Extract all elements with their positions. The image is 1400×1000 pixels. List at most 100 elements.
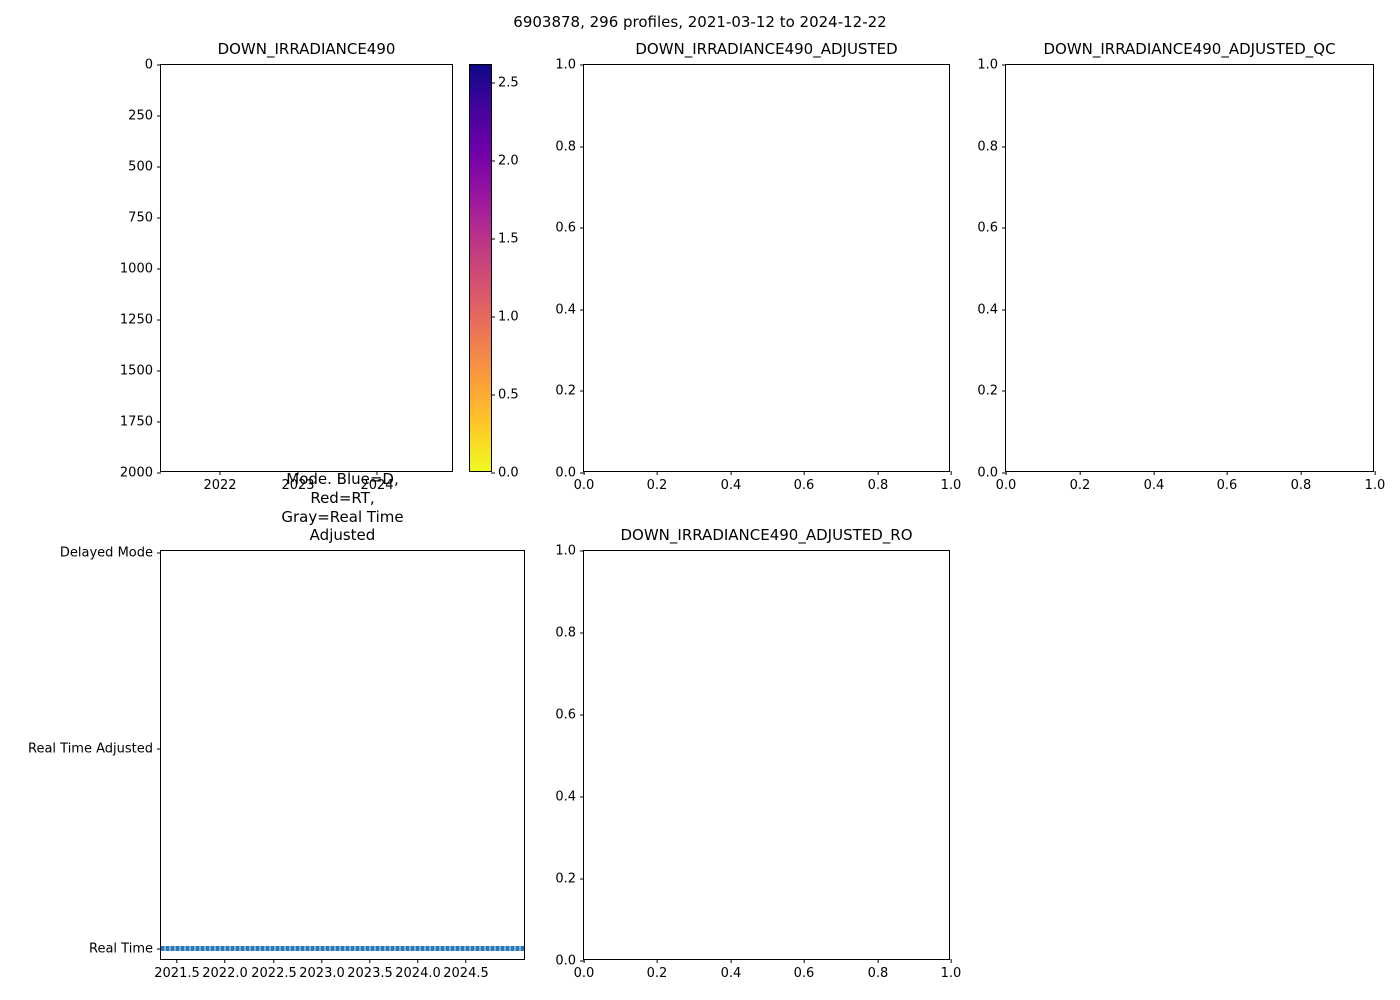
x-tick-label: 0.8 [867,966,889,981]
tick-mark [950,471,952,475]
plot-title: DOWN_IRRADIANCE490 [217,40,396,59]
plot-down-irradiance490-adjusted-ro: DOWN_IRRADIANCE490_ADJUSTED_RO 1.0 0.8 0… [555,526,961,981]
tick-mark [219,471,221,475]
y-tick: 1.0 [555,58,584,73]
y-tick: 0.0 [555,466,584,481]
y-tick: 0.8 [977,140,1006,155]
x-tick-label: 0.4 [720,966,742,981]
x-tick-label: 0.2 [1069,478,1091,493]
y-tick: 0 [145,58,161,73]
x-tick-label: 0.2 [646,966,668,981]
colorbar-tick-label: 1.0 [498,309,519,325]
tick-mark [1153,471,1155,475]
y-tick-label: 0.6 [977,220,998,236]
tick-mark [580,472,584,474]
x-tick: 2022.0 [202,959,248,981]
tick-mark [580,550,584,552]
tick-mark [157,948,161,950]
plot-title: DOWN_IRRADIANCE490_ADJUSTED_RO [620,526,913,545]
x-tick: 2023.5 [347,959,393,981]
x-tick: 2023.0 [299,959,345,981]
y-tick-label: 0.0 [555,465,576,481]
x-tick: 0.8 [1291,471,1311,493]
colorbar-tick: 2.5 [491,76,519,91]
tick-mark [583,471,585,475]
y-tick: 0.8 [555,626,584,641]
x-tick: 0.0 [574,959,594,981]
x-tick: 2022 [203,471,237,493]
tick-mark [369,959,371,963]
tick-mark [730,959,732,963]
tick-mark [803,959,805,963]
x-tick-label: 2022.5 [251,966,297,981]
y-tick-real-time: Real Time [89,942,161,957]
x-tick: 0.2 [1069,471,1091,493]
y-tick: 0.4 [977,303,1006,318]
plot-title: DOWN_IRRADIANCE490_ADJUSTED_QC [1043,40,1336,59]
plot-mode: Mode. Blue=D, Red=RT, Gray=Real Time Adj… [28,470,525,981]
y-tick: 1.0 [555,544,584,559]
plot-title: Mode. Blue=D, Red=RT, Gray=Real Time Adj… [281,470,404,545]
tick-mark [1079,471,1081,475]
x-tick: 1.0 [941,471,961,493]
tick-mark [491,316,495,318]
colorbar-tick-label: 0.0 [498,465,519,481]
y-tick: 0.2 [977,384,1006,399]
tick-mark [803,471,805,475]
x-tick: 0.4 [721,471,741,493]
x-tick: 0.2 [646,959,668,981]
x-tick: 2023 [281,471,315,493]
colorbar-tick: 2.0 [491,154,519,169]
tick-mark [157,268,161,270]
x-tick: 0.8 [867,959,889,981]
y-tick: 0.4 [555,303,584,318]
y-tick-label: 0.6 [555,707,576,723]
x-tick-label: 0.4 [1143,478,1165,493]
y-tick: 1750 [120,415,161,430]
y-tick-label: 0.6 [555,220,576,236]
tick-mark [157,217,161,219]
tick-mark [491,160,495,162]
x-tick: 2024.0 [395,959,441,981]
y-tick-label: 1250 [119,312,153,328]
y-tick: 1.0 [977,58,1006,73]
x-tick-label: 2024 [360,478,394,493]
tick-mark [376,471,378,475]
tick-mark [417,959,419,963]
y-tick-label: 0.8 [555,625,576,641]
x-tick-label: 2024.0 [395,966,441,981]
tick-mark [297,471,299,475]
tick-mark [580,146,584,148]
y-tick: 0.8 [555,140,584,155]
tick-mark [730,471,732,475]
tick-mark [491,238,495,240]
tick-mark [321,959,323,963]
y-tick: 0.6 [555,708,584,723]
x-tick-label: 2024.5 [443,966,489,981]
x-tick: 2022.5 [251,959,297,981]
tick-mark [157,166,161,168]
tick-mark [656,959,658,963]
x-tick-label: 1.0 [1364,478,1386,493]
tick-mark [176,959,178,963]
tick-mark [656,471,658,475]
y-tick: 1250 [120,313,161,328]
x-tick: 2024 [360,471,394,493]
y-tick-label: 0.8 [555,139,576,155]
tick-mark [1005,471,1007,475]
tick-mark [580,227,584,229]
y-tick-label: 0 [144,57,153,73]
x-tick-label: 0.2 [646,478,668,493]
tick-mark [580,878,584,880]
y-tick-real-time-adjusted: Real Time Adjusted [28,742,161,757]
tick-mark [491,82,495,84]
x-tick-label: 2022.0 [202,966,248,981]
y-tick-label: 0.2 [977,383,998,399]
y-tick-label: Real Time [89,941,153,957]
y-tick-label: 1500 [119,363,153,379]
tick-mark [580,632,584,634]
x-tick-label: 2022 [203,478,237,493]
y-tick: 250 [128,109,161,124]
colorbar-tick: 1.5 [491,232,519,247]
y-tick-label: 2000 [119,465,153,481]
